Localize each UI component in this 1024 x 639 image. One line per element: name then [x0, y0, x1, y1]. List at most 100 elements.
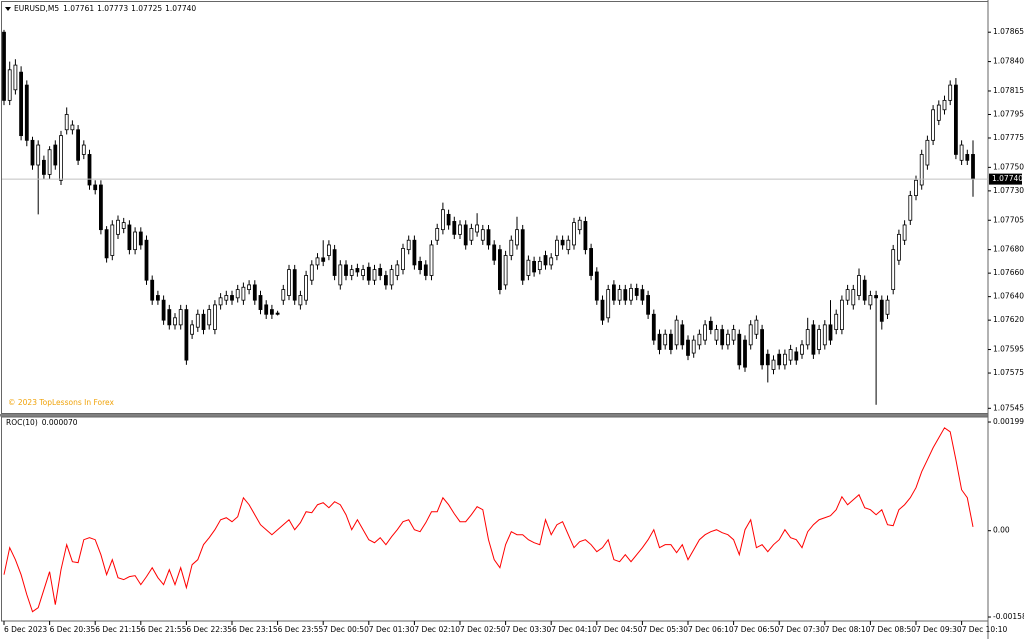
candle-body: [378, 268, 383, 276]
x-tick-label: 7 Dec 00:50: [323, 625, 369, 634]
candle-body: [76, 129, 80, 161]
candle-body: [81, 144, 86, 155]
candle-body: [936, 104, 941, 121]
candle-body: [19, 71, 24, 137]
candle-body: [372, 269, 377, 281]
y-tick-label: 0.00: [993, 526, 1010, 535]
candle-body: [811, 324, 816, 355]
x-tick-label: 7 Dec 04:50: [597, 625, 643, 634]
x-tick-label: 6 Dec 23:55: [278, 625, 324, 634]
candle-body: [406, 239, 411, 251]
candle-body: [765, 353, 770, 366]
candle-body: [47, 149, 52, 175]
candle-body: [178, 309, 183, 326]
x-tick-label: 6 Dec 2023: [4, 625, 47, 634]
candle-body: [703, 324, 707, 341]
indicator-title: ROC(10): [6, 418, 38, 427]
last-open: 1.07761: [63, 4, 94, 13]
candle-body: [344, 264, 348, 276]
candle-body: [959, 144, 964, 161]
candle-body: [138, 231, 143, 246]
candle-body: [686, 339, 690, 356]
candle-body: [121, 222, 126, 229]
y-tick-label: 1.07705: [993, 215, 1024, 224]
candle-body: [902, 224, 907, 241]
x-tick-label: 6 Dec 20:35: [50, 625, 96, 634]
candle-body: [908, 195, 913, 221]
x-tick-label: 7 Dec 02:50: [460, 625, 506, 634]
y-tick-label: 1.07775: [993, 133, 1024, 142]
candle-body: [589, 248, 593, 276]
candle-body: [760, 329, 764, 366]
last-low: 1.07725: [131, 4, 162, 13]
candle-body: [965, 154, 970, 161]
candle-body: [167, 309, 172, 326]
candle-body: [281, 289, 286, 301]
candle-body: [116, 219, 120, 235]
candle-body: [862, 279, 867, 301]
candle-body: [623, 289, 628, 301]
candle-body: [874, 295, 878, 299]
candle-body: [173, 317, 177, 326]
candle-body: [891, 249, 896, 290]
candle-body: [691, 339, 696, 354]
candle-body: [435, 228, 440, 241]
x-tick-label: 6 Dec 23:15: [232, 625, 278, 634]
candle-body: [269, 309, 274, 315]
candle-body: [954, 84, 958, 155]
x-tick-label: 7 Dec 10:10: [962, 625, 1008, 634]
x-tick-label: 7 Dec 01:30: [369, 625, 415, 634]
candle-body: [150, 279, 155, 301]
candle-body: [184, 309, 189, 361]
candle-body: [857, 275, 861, 296]
candle-body: [366, 266, 371, 281]
candle-body: [24, 84, 29, 141]
candle-body: [674, 319, 679, 346]
candle-body: [247, 284, 252, 290]
y-tick-label: -0.001582: [993, 612, 1024, 621]
x-tick-label: 6 Dec 22:35: [186, 625, 232, 634]
candle-body: [503, 255, 508, 286]
candle-body: [207, 309, 212, 326]
candle-body: [332, 249, 337, 276]
candle-body: [634, 288, 639, 296]
candle-body: [195, 313, 200, 328]
candle-body: [520, 229, 525, 281]
candle-body: [497, 249, 502, 290]
candle-body: [600, 299, 605, 321]
x-tick-label: 7 Dec 05:30: [642, 625, 688, 634]
candle-body: [925, 139, 930, 166]
candle-body: [486, 229, 491, 246]
candle-body: [492, 244, 497, 261]
candle-body: [440, 209, 445, 231]
candle-body: [714, 329, 719, 341]
candle-body: [326, 244, 331, 256]
candle-body: [726, 333, 730, 346]
candle-body: [355, 268, 360, 273]
y-tick-label: 1.07680: [993, 245, 1024, 254]
candle-body: [36, 144, 41, 166]
candle-body: [549, 257, 554, 266]
candle-body: [697, 333, 702, 346]
candle-body: [429, 244, 434, 276]
candle-body: [845, 289, 850, 301]
candle-body: [53, 144, 58, 166]
candle-body: [748, 324, 753, 346]
candle-body: [680, 324, 685, 346]
candle-body: [731, 329, 736, 341]
candle-body: [42, 159, 46, 175]
candle-body: [2, 31, 6, 101]
candle-body: [651, 313, 656, 341]
candle-body: [897, 233, 901, 261]
candle-body: [127, 224, 132, 251]
candle-body: [469, 228, 474, 241]
candle-body: [412, 239, 417, 266]
candle-body: [64, 114, 69, 131]
candle-body: [509, 239, 514, 256]
x-tick-label: 7 Dec 07:30: [779, 625, 825, 634]
candle-body: [788, 349, 793, 361]
candle-body: [275, 312, 280, 315]
candle-body: [110, 224, 115, 256]
